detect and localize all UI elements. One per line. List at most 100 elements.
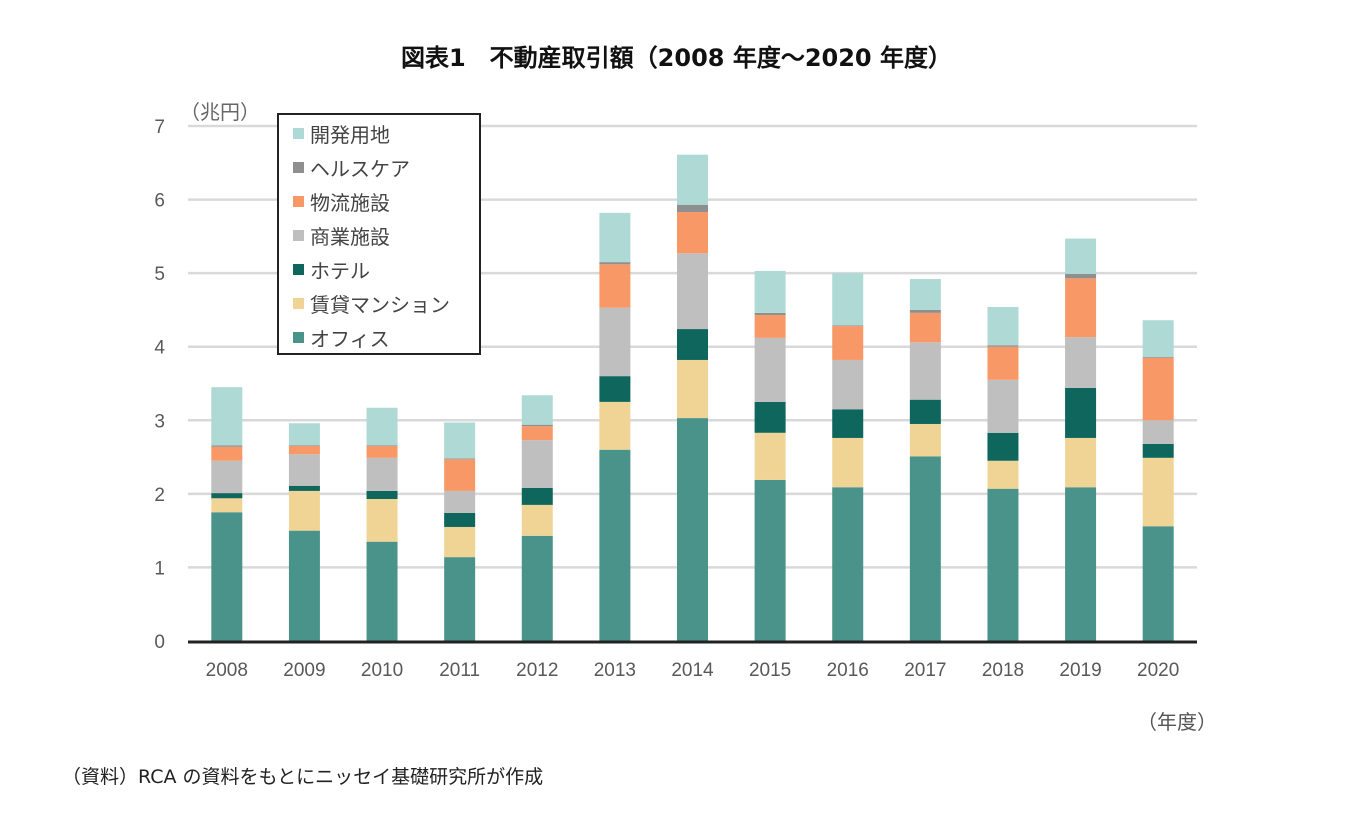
- bar-segment-2015-6: [754, 270, 786, 313]
- x-tick-label: 2009: [283, 660, 325, 681]
- bar-segment-2012-4: [521, 426, 553, 441]
- bar-segment-2018-5: [987, 345, 1019, 347]
- bar-segment-2009-3: [288, 454, 320, 486]
- y-tick-label: 7: [154, 117, 165, 138]
- bar-segment-2012-3: [521, 440, 553, 488]
- bar-segment-2016-2: [832, 409, 864, 438]
- y-tick-label: 3: [154, 411, 165, 432]
- x-axis-unit: （年度）: [1137, 710, 1217, 734]
- bar-segment-2009-2: [288, 485, 320, 491]
- bar-segment-2020-4: [1142, 357, 1174, 421]
- bar-segment-2016-4: [832, 326, 864, 360]
- bar-segment-2016-5: [832, 325, 864, 327]
- bar-segment-2008-0: [211, 512, 243, 641]
- bar-segment-2011-0: [444, 557, 476, 641]
- bar-segment-2019-2: [1065, 387, 1097, 438]
- bar-segment-2014-2: [677, 329, 708, 360]
- bar-segment-2017-6: [909, 279, 941, 310]
- y-tick-label: 0: [154, 632, 165, 653]
- legend-swatch: [293, 230, 304, 241]
- bar-segment-2014-4: [677, 212, 708, 254]
- bar-segment-2013-2: [599, 376, 631, 402]
- bar-segment-2012-1: [521, 504, 553, 536]
- legend-label: ホテル: [310, 259, 370, 283]
- legend-item: 物流施設: [293, 187, 390, 216]
- bar-segment-2009-4: [288, 446, 320, 455]
- bar-segment-2017-2: [909, 399, 941, 424]
- bar-segment-2012-5: [521, 424, 553, 427]
- bar-segment-2017-0: [909, 456, 941, 641]
- bar-segment-2013-3: [599, 307, 631, 377]
- bar-segment-2015-0: [754, 479, 786, 641]
- bar-segment-2008-3: [211, 460, 243, 494]
- bar-segment-2015-1: [754, 432, 786, 480]
- bar-segment-2013-4: [599, 264, 631, 308]
- bar-segment-2020-0: [1142, 526, 1174, 641]
- legend-item: 開発用地: [293, 119, 390, 148]
- bar-segment-2009-1: [288, 490, 320, 531]
- bar-segment-2011-4: [444, 459, 476, 491]
- bar-segment-2013-6: [599, 212, 631, 263]
- bar-segment-2019-4: [1065, 278, 1097, 338]
- bar-segment-2008-5: [211, 445, 243, 447]
- bar-segment-2009-5: [288, 445, 320, 447]
- legend-label: 賃貸マンション: [310, 293, 450, 317]
- legend-label: オフィス: [310, 327, 390, 351]
- bar-segment-2018-4: [987, 346, 1019, 380]
- bar-segment-2015-2: [754, 401, 786, 433]
- x-tick-label: 2017: [904, 660, 946, 681]
- x-tick-label: 2013: [594, 660, 636, 681]
- legend-item: ホテル: [293, 255, 370, 284]
- bar-segment-2018-1: [987, 460, 1019, 489]
- bar-segment-2016-0: [832, 487, 864, 641]
- legend-swatch: [293, 332, 304, 343]
- bar-segment-2011-1: [444, 526, 476, 558]
- bar-segment-2010-5: [366, 445, 398, 447]
- legend-swatch: [293, 264, 304, 275]
- y-tick-label: 1: [154, 558, 165, 579]
- bar-segment-2019-1: [1065, 437, 1097, 488]
- x-tick-label: 2019: [1059, 660, 1101, 681]
- bar-segment-2011-3: [444, 490, 476, 513]
- bar-segment-2014-3: [677, 253, 708, 330]
- bar-segment-2014-5: [677, 204, 708, 213]
- y-tick-label: 5: [154, 264, 165, 285]
- bar-segment-2020-5: [1142, 357, 1174, 358]
- y-tick-label: 2: [154, 485, 165, 506]
- bar-segment-2019-0: [1065, 487, 1097, 641]
- bar-segment-2010-6: [366, 407, 398, 446]
- legend-swatch: [293, 162, 304, 173]
- bar-segment-2014-0: [677, 418, 708, 641]
- bar-segment-2009-6: [288, 423, 320, 446]
- legend-item: ヘルスケア: [293, 153, 410, 182]
- bar-segment-2017-3: [909, 342, 941, 400]
- bar-segment-2018-6: [987, 306, 1019, 346]
- legend-label: 商業施設: [310, 225, 390, 249]
- bar-segment-2016-6: [832, 273, 864, 326]
- y-tick-label: 4: [154, 338, 165, 359]
- bar-segment-2010-3: [366, 457, 398, 491]
- bar-segment-2010-0: [366, 541, 398, 641]
- bar-segment-2012-6: [521, 395, 553, 425]
- legend-item: 賃貸マンション: [293, 289, 450, 318]
- bar-segment-2011-5: [444, 458, 476, 460]
- bar-segment-2013-0: [599, 449, 631, 641]
- bar-segment-2012-2: [521, 487, 553, 505]
- legend-swatch: [293, 128, 304, 139]
- bar-segment-2010-1: [366, 499, 398, 542]
- x-tick-label: 2018: [982, 660, 1024, 681]
- bar-segment-2020-6: [1142, 320, 1174, 358]
- bar-segment-2020-1: [1142, 457, 1174, 527]
- bar-segment-2020-3: [1142, 420, 1174, 444]
- x-tick-label: 2011: [439, 660, 480, 681]
- bar-segment-2017-4: [909, 312, 941, 343]
- bar-segment-2018-0: [987, 488, 1019, 641]
- legend: 開発用地ヘルスケア物流施設商業施設ホテル賃貸マンション オフィス: [277, 113, 481, 355]
- bar-segment-2013-1: [599, 401, 631, 450]
- bar-segment-2008-6: [211, 387, 243, 446]
- legend-item: オフィス: [293, 323, 390, 352]
- x-tick-label: 2015: [749, 660, 791, 681]
- bar-segment-2014-1: [677, 359, 708, 419]
- x-tick-label: 2014: [671, 660, 714, 681]
